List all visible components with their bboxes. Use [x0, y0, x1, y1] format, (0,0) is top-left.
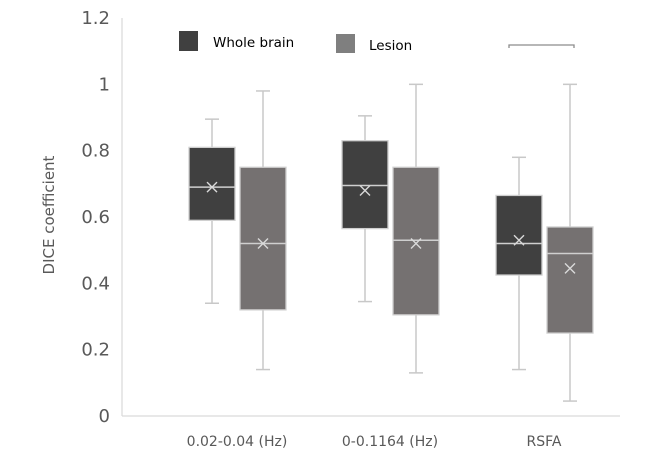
- box-plot-item: [239, 90, 287, 371]
- iqr-box: [546, 226, 594, 334]
- y-tick-label: 0.6: [81, 207, 110, 228]
- y-axis-title: DICE coefficient: [40, 155, 58, 274]
- y-tick-label: 0.8: [81, 141, 110, 162]
- mean-marker: [359, 184, 371, 196]
- legend-swatch: [179, 31, 198, 51]
- mean-marker: [513, 234, 525, 246]
- box-plot-item: [341, 115, 389, 303]
- y-tick-label: 0.4: [81, 273, 110, 294]
- y-tick-label: 1: [99, 74, 110, 95]
- box-plot-item: [495, 156, 543, 371]
- legend-item-lesion: Lesion: [336, 34, 412, 54]
- iqr-box: [341, 140, 389, 230]
- y-tick-label: 1.2: [81, 8, 110, 29]
- y-axis: 0 0.2 0.4 0.6 0.8 1 1.2: [81, 8, 123, 427]
- box-plot-item: [392, 83, 440, 374]
- iqr-box: [239, 166, 287, 311]
- legend: Whole brain Lesion: [179, 31, 412, 54]
- y-tick-label: 0.2: [81, 340, 110, 361]
- x-category-label: 0-0.1164 (Hz): [342, 434, 438, 450]
- iqr-box: [188, 146, 236, 221]
- legend-label: Lesion: [369, 38, 412, 54]
- series-whole-brain: [188, 115, 543, 371]
- y-tick-label: 0: [99, 406, 110, 427]
- x-axis: 0.02-0.04 (Hz) 0-0.1164 (Hz) RSFA: [122, 415, 620, 450]
- mean-marker: [564, 262, 576, 274]
- legend-swatch: [336, 34, 355, 53]
- x-category-label: RSFA: [527, 434, 562, 450]
- mean-marker: [257, 238, 269, 250]
- x-category-label: 0.02-0.04 (Hz): [187, 434, 288, 450]
- legend-item-whole-brain: Whole brain: [179, 31, 294, 51]
- iqr-box: [392, 166, 440, 316]
- box-series-group: [188, 83, 594, 402]
- mean-marker: [206, 181, 218, 193]
- legend-label: Whole brain: [213, 35, 294, 51]
- significance-bracket: [508, 44, 575, 48]
- mean-marker: [410, 238, 422, 250]
- box-plot-item: [546, 83, 594, 402]
- series-lesion: [239, 83, 594, 402]
- iqr-box: [495, 194, 543, 276]
- box-plot-item: [188, 118, 236, 304]
